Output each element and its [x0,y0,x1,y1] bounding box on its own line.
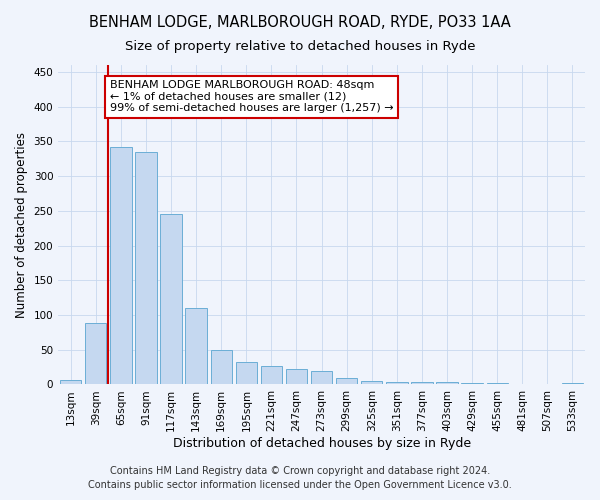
Bar [361,381,382,384]
Bar [461,383,483,384]
Bar [85,322,106,384]
Bar [286,369,307,384]
Bar [562,383,583,384]
Bar [136,152,157,384]
Bar [236,362,257,384]
Bar [336,378,358,384]
Bar [261,366,282,384]
Text: Contains HM Land Registry data © Crown copyright and database right 2024.
Contai: Contains HM Land Registry data © Crown c… [88,466,512,490]
Bar [436,382,458,384]
Text: BENHAM LODGE, MARLBOROUGH ROAD, RYDE, PO33 1AA: BENHAM LODGE, MARLBOROUGH ROAD, RYDE, PO… [89,15,511,30]
Bar [110,147,131,384]
Bar [160,214,182,384]
X-axis label: Distribution of detached houses by size in Ryde: Distribution of detached houses by size … [173,437,470,450]
Bar [311,370,332,384]
Bar [386,382,407,384]
Text: BENHAM LODGE MARLBOROUGH ROAD: 48sqm
← 1% of detached houses are smaller (12)
99: BENHAM LODGE MARLBOROUGH ROAD: 48sqm ← 1… [110,80,393,114]
Y-axis label: Number of detached properties: Number of detached properties [15,132,28,318]
Bar [411,382,433,384]
Bar [487,383,508,384]
Text: Size of property relative to detached houses in Ryde: Size of property relative to detached ho… [125,40,475,53]
Bar [211,350,232,384]
Bar [60,380,82,384]
Bar [185,308,207,384]
